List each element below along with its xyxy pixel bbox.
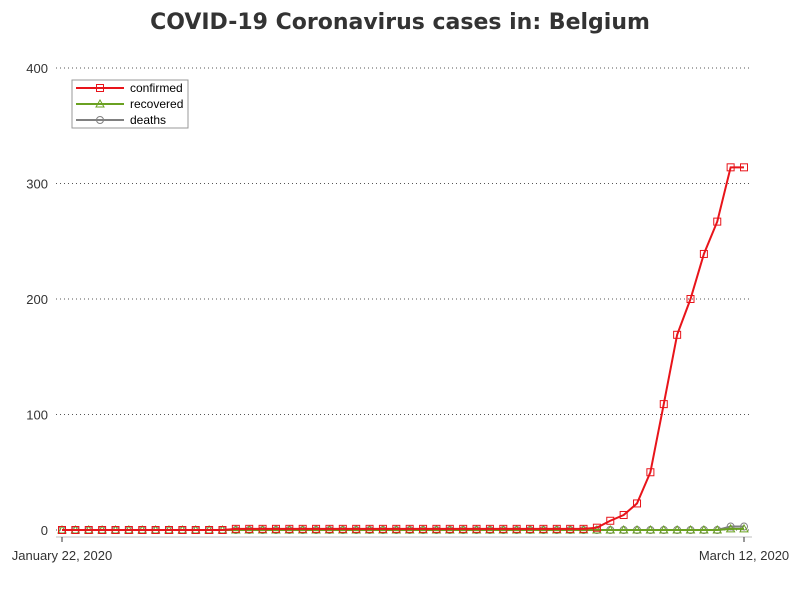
data-point: [592, 524, 602, 534]
x-tick-label: March 12, 2020: [699, 548, 789, 563]
series-confirmed: [58, 163, 748, 534]
data-point: [378, 524, 387, 533]
data-point: [699, 524, 709, 534]
data-point: [552, 524, 561, 533]
data-point: [419, 524, 428, 533]
data-point: [713, 217, 722, 226]
data-point: [205, 526, 214, 534]
data-point: [258, 524, 267, 533]
data-point: [592, 523, 601, 532]
data-point: [352, 524, 361, 533]
data-point: [633, 499, 642, 508]
x-tick-label: January 22, 2020: [12, 548, 112, 563]
data-point: [298, 524, 307, 533]
data-point: [459, 524, 468, 533]
data-point: [673, 330, 682, 339]
data-point: [96, 84, 104, 92]
data-point: [178, 526, 187, 534]
data-point: [151, 526, 160, 534]
y-tick-label: 100: [26, 408, 48, 423]
data-point: [124, 526, 133, 534]
data-point: [58, 526, 66, 534]
data-point: [445, 524, 454, 533]
data-point: [725, 523, 736, 533]
y-tick-label: 0: [41, 523, 48, 538]
data-point: [164, 526, 173, 534]
data-point: [84, 526, 93, 534]
data-point: [740, 522, 748, 531]
data-point: [338, 524, 347, 533]
data-point: [325, 524, 334, 533]
data-point: [672, 524, 682, 534]
data-point: [285, 524, 294, 533]
data-point: [365, 524, 374, 533]
data-point: [726, 163, 735, 172]
data-point: [645, 524, 656, 534]
data-point: [566, 524, 575, 533]
series-line-confirmed: [62, 166, 744, 531]
data-point: [646, 468, 655, 477]
data-point: [245, 524, 254, 533]
data-point: [138, 526, 147, 534]
legend: confirmed recovered deaths: [71, 79, 189, 129]
data-point: [685, 524, 696, 534]
data-point: [606, 516, 615, 525]
data-point: [271, 524, 280, 533]
data-point: [605, 524, 616, 534]
legend-item-deaths: deaths: [76, 113, 166, 127]
axes: 0 100 200 300 400 January 22, 2020 March 12, 2…: [12, 61, 789, 563]
legend-item-recovered: recovered: [76, 97, 183, 111]
data-point: [96, 116, 104, 124]
data-point: [98, 526, 107, 534]
data-point: [619, 510, 628, 519]
data-point: [526, 524, 535, 533]
data-point: [485, 524, 494, 533]
data-point: [539, 524, 548, 533]
y-tick-label: 400: [26, 61, 48, 76]
data-point: [191, 526, 200, 534]
data-point: [71, 526, 80, 534]
data-point: [231, 524, 240, 533]
data-point: [111, 526, 120, 534]
data-point: [658, 524, 669, 534]
chart-title: COVID-19 Coronavirus cases in: Belgium: [150, 10, 650, 35]
data-point: [579, 524, 588, 533]
data-point: [392, 524, 401, 533]
y-tick-label: 300: [26, 177, 48, 192]
data-point: [699, 249, 708, 258]
legend-label: deaths: [130, 113, 166, 127]
data-point: [472, 524, 481, 533]
data-point: [659, 400, 668, 409]
data-point: [312, 524, 321, 533]
series-layer: [57, 163, 749, 534]
data-point: [632, 524, 642, 534]
data-point: [686, 295, 695, 303]
data-point: [499, 524, 508, 533]
data-point: [740, 163, 748, 172]
data-point: [218, 526, 227, 534]
legend-label: confirmed: [130, 81, 183, 95]
data-point: [512, 524, 521, 533]
data-point: [712, 524, 723, 534]
legend-item-confirmed: confirmed: [76, 81, 183, 95]
data-point: [405, 524, 414, 533]
data-point: [726, 522, 735, 531]
y-tick-label: 200: [26, 292, 48, 307]
data-point: [739, 523, 749, 533]
data-point: [618, 524, 629, 534]
grid-lines: [56, 67, 752, 531]
legend-label: recovered: [130, 97, 183, 111]
data-point: [95, 98, 105, 108]
data-point: [432, 524, 441, 533]
